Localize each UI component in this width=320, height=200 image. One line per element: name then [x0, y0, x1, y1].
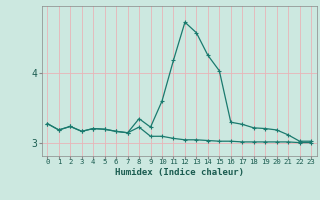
X-axis label: Humidex (Indice chaleur): Humidex (Indice chaleur) — [115, 168, 244, 177]
